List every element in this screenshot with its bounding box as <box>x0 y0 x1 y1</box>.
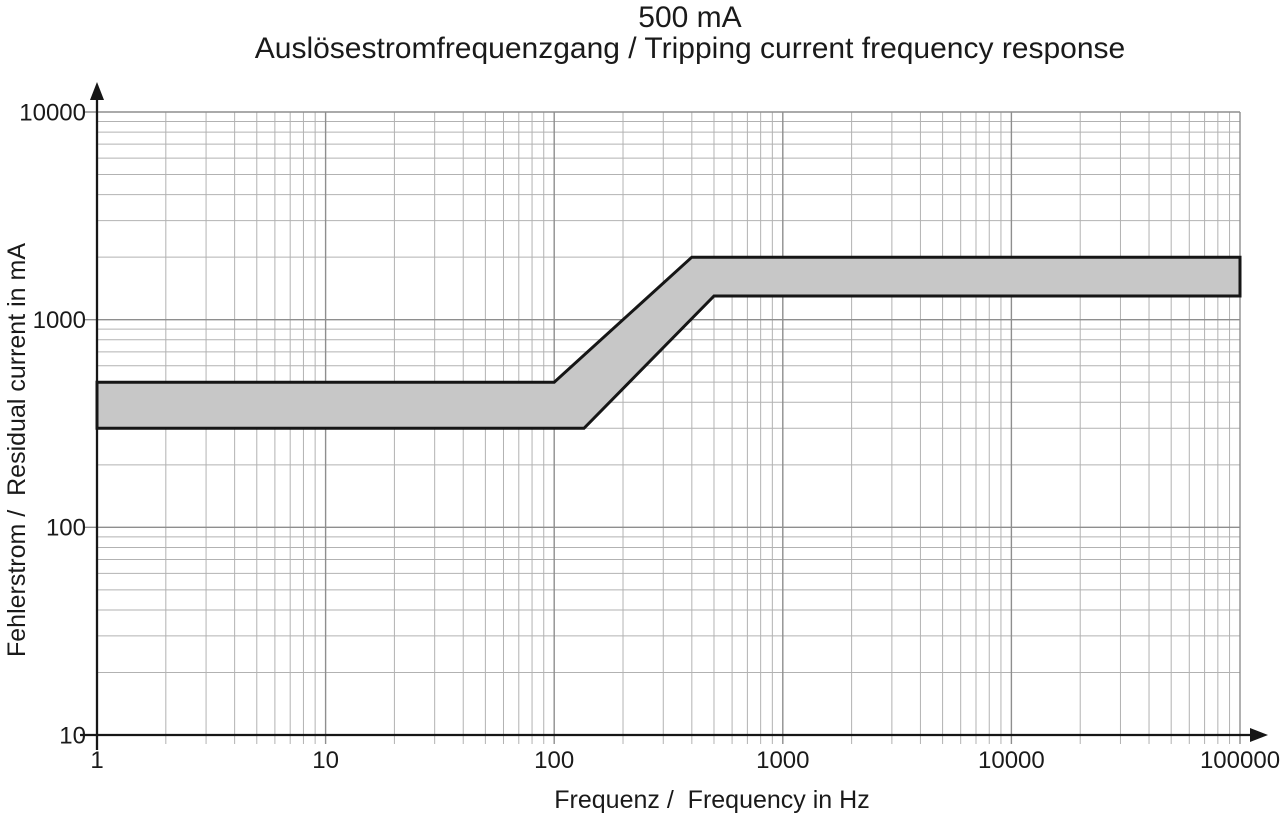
x-tick-label: 10000 <box>978 747 1045 774</box>
tripping-current-band <box>95 255 1242 430</box>
x-tick-label: 1 <box>90 747 103 774</box>
y-tick-label: 10000 <box>19 99 86 126</box>
chart-header: 500 mA Auslösestromfrequenzgang / Trippi… <box>100 2 1280 64</box>
x-axis-title: Frequenz / Frequency in Hz <box>554 786 869 813</box>
x-tick-label: 100 <box>534 747 574 774</box>
x-axis-arrow-icon <box>1250 728 1268 742</box>
axis-layer <box>80 82 1268 750</box>
x-tick-label: 100000 <box>1200 747 1280 774</box>
y-tick-label: 10 <box>59 722 86 749</box>
chart-title: 500 mA <box>638 1 742 34</box>
band-layer <box>95 255 1242 430</box>
y-axis-title: Fehlerstrom / Residual current in mA <box>3 243 31 657</box>
y-axis-arrow-icon <box>90 82 104 100</box>
x-tick-label: 1000 <box>756 747 809 774</box>
chart-subtitle: Auslösestromfrequenzgang / Tripping curr… <box>254 32 1126 65</box>
x-tick-label: 10 <box>312 747 339 774</box>
y-tick-label: 1000 <box>33 307 86 334</box>
y-tick-label: 100 <box>46 515 86 542</box>
